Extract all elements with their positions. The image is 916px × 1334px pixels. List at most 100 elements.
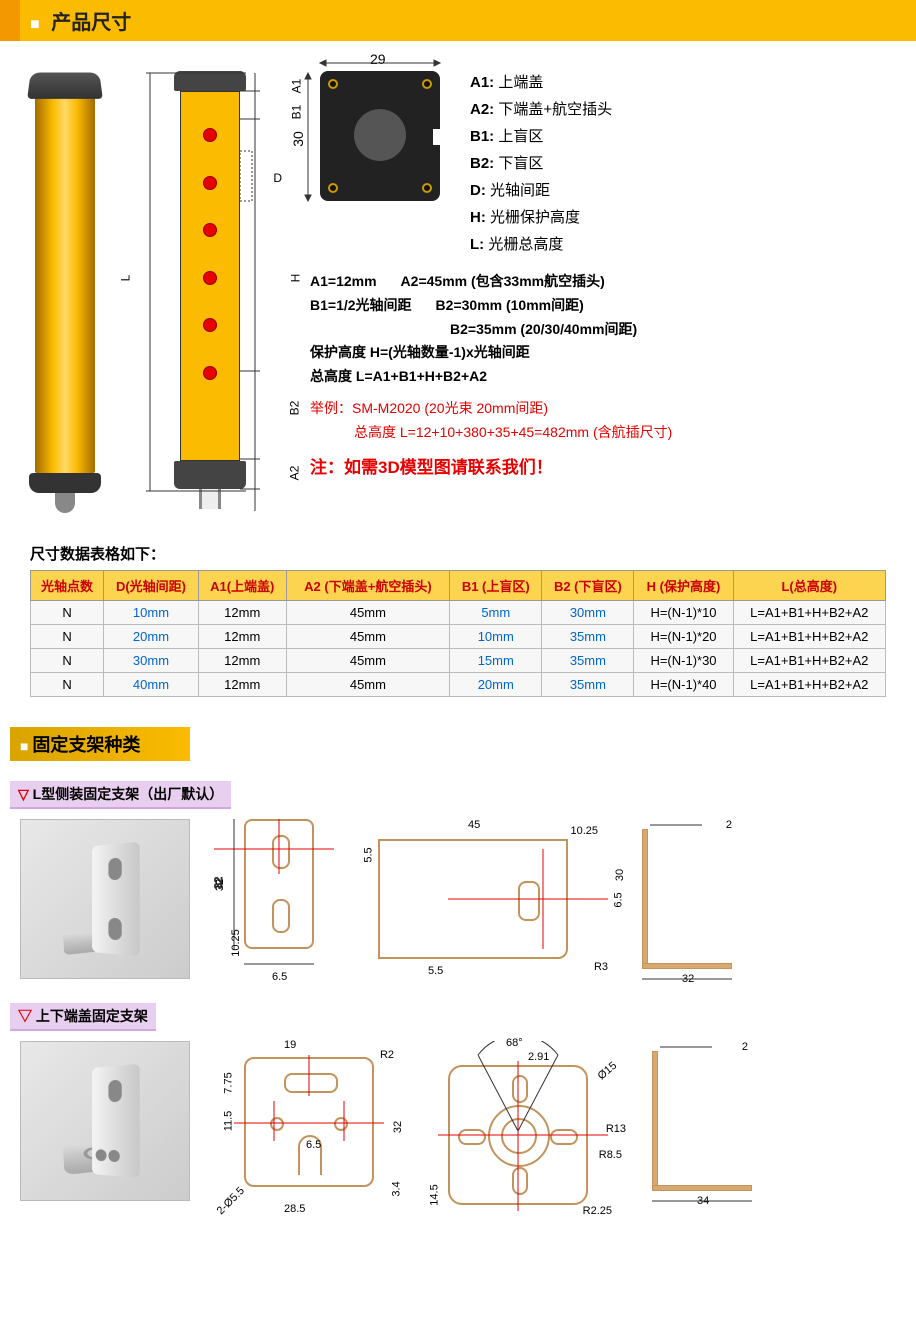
table-cell: 35mm (542, 649, 634, 673)
b1-top-sw: 6.5 (612, 892, 624, 907)
def-item: A2: 下端盖+航空插头 (470, 98, 750, 119)
table-header: D(光轴间距) (104, 571, 199, 601)
example-line1: 举例：SM-M2020 (20光束 20mm间距) (310, 397, 896, 421)
table-header: A1(上端盖) (198, 571, 286, 601)
table-cell: 30mm (104, 649, 199, 673)
table-cell: 40mm (104, 673, 199, 697)
dim-H: H (289, 274, 303, 283)
table-cell: 45mm (286, 673, 450, 697)
b2-front-r: R2 (380, 1049, 394, 1061)
b2-front-sp2: 11.5 (222, 1111, 234, 1132)
table-cell: 20mm (104, 625, 199, 649)
table-cell: N (31, 673, 104, 697)
b2-front-bw: 28.5 (284, 1203, 305, 1215)
b2-top-off: 2.91 (528, 1051, 549, 1063)
dim-A1: A1 (290, 79, 304, 94)
spec-text: A1=12mm A2=45mm (包含33mm航空插头) B1=1/2光轴间距 B2… (310, 270, 896, 389)
top-view-drawing: 29 30 (310, 71, 440, 221)
b1-front-sr: 5.5 (362, 847, 374, 862)
def-item: H: 光栅保护高度 (470, 206, 750, 227)
table-cell: L=A1+B1+H+B2+A2 (733, 673, 885, 697)
dimension-table: 光轴点数D(光轴间距)A1(上端盖)A2 (下端盖+航空插头)B1 (上盲区)B… (30, 570, 886, 697)
b1-top-h: 30 (614, 869, 626, 881)
table-header: B2 (下盲区) (542, 571, 634, 601)
table-cell: 35mm (542, 625, 634, 649)
b1-top-so: 10.25 (570, 825, 598, 837)
bracket2-top-drawing: 68° 2.91 Ø15 R13 R8.5 R2.25 14.5 (418, 1041, 618, 1221)
def-item: L: 光栅总高度 (470, 233, 750, 254)
b1-top-w: 45 (468, 819, 480, 831)
topview-height: 30 (290, 131, 306, 147)
topview-width: 29 (370, 51, 386, 67)
bracket1-front-drawing: 32 32 5.5 10.25 6.5 (214, 819, 354, 979)
bracket2-side-profile: 2 34 (642, 1041, 762, 1201)
spec-a2: A2=45mm (包含33mm航空插头) (401, 270, 605, 294)
table-row: N40mm12mm45mm20mm35mmH=(N-1)*40L=A1+B1+H… (31, 673, 886, 697)
table-cell: 20mm (450, 673, 542, 697)
table-cell: H=(N-1)*40 (634, 673, 733, 697)
spec-l: 总高度 L=A1+B1+H+B2+A2 (310, 368, 487, 384)
def-item: A1: 上端盖 (470, 71, 750, 92)
bracket1-photo (20, 819, 190, 979)
def-item: B2: 下盲区 (470, 152, 750, 173)
definitions-list: A1: 上端盖 A2: 下端盖+航空插头 B1: 上盲区 B2: 下盲区 D: … (470, 71, 750, 260)
table-cell: 12mm (198, 649, 286, 673)
b1-top-cr: R3 (594, 961, 608, 973)
top-section: L A1 B1 D H B2 A2 (0, 71, 916, 543)
dim-A2: A2 (288, 466, 302, 481)
table-cell: H=(N-1)*30 (634, 649, 733, 673)
b2-front-sw: 19 (284, 1039, 296, 1051)
table-row: N20mm12mm45mm10mm35mmH=(N-1)*20L=A1+B1+H… (31, 625, 886, 649)
table-row: N10mm12mm45mm5mm30mmH=(N-1)*10L=A1+B1+H+… (31, 601, 886, 625)
product-3d-render (20, 71, 110, 513)
table-header: L(总高度) (733, 571, 885, 601)
table-cell: N (31, 601, 104, 625)
bracket2-front-drawing: 19 R2 7.75 11.5 2-Ø5.5 6.5 32 3.4 28.5 (214, 1041, 394, 1211)
example-text: 举例：SM-M2020 (20光束 20mm间距) 总高度 L=12+10+38… (310, 397, 896, 445)
table-cell: H=(N-1)*20 (634, 625, 733, 649)
b2-front-sp1: 7.75 (223, 1072, 235, 1093)
table-cell: N (31, 625, 104, 649)
table-cell: 5mm (450, 601, 542, 625)
section-title-2: 固定支架种类 (32, 735, 140, 755)
product-schematic: L A1 B1 D H B2 A2 (140, 71, 280, 513)
table-cell: N (31, 649, 104, 673)
b2-front-bh: 3.4 (390, 1181, 402, 1196)
bracket1-label: L型侧装固定支架（出厂默认） (10, 781, 231, 809)
b2-front-h: 32 (392, 1121, 404, 1133)
dim-B2: B2 (288, 401, 302, 416)
table-cell: 30mm (542, 601, 634, 625)
section-header-2: 固定支架种类 (10, 727, 190, 761)
table-cell: 35mm (542, 673, 634, 697)
table-cell: H=(N-1)*10 (634, 601, 733, 625)
b1-front-sw: 6.5 (272, 971, 287, 983)
bracket2-row: 19 R2 7.75 11.5 2-Ø5.5 6.5 32 3.4 28.5 6… (0, 1041, 916, 1245)
spec-a1: A1=12mm (310, 270, 377, 294)
b1-top-sr: 5.5 (428, 965, 443, 977)
example-line2: 总高度 L=12+10+380+35+45=482mm (含航插尺寸) (310, 421, 896, 445)
b2-top-h: 14.5 (429, 1184, 441, 1205)
table-title: 尺寸数据表格如下： (0, 543, 916, 570)
table-cell: L=A1+B1+H+B2+A2 (733, 625, 885, 649)
section-title: 产品尺寸 (51, 12, 131, 34)
table-cell: 10mm (450, 625, 542, 649)
b2-top-ang: 68° (506, 1037, 523, 1049)
table-cell: 45mm (286, 601, 450, 625)
spec-column: 29 30 A1: 上端盖 A2: 下端盖+航空插头 B1: 上盲区 B2: 下… (310, 71, 896, 513)
table-row: N30mm12mm45mm15mm35mmH=(N-1)*30L=A1+B1+H… (31, 649, 886, 673)
table-header: H (保护高度) (634, 571, 733, 601)
table-cell: L=A1+B1+H+B2+A2 (733, 649, 885, 673)
b2-top-r2: R8.5 (599, 1149, 622, 1161)
table-cell: 10mm (104, 601, 199, 625)
dim-B1: B1 (290, 105, 304, 120)
b1-front-sh: 10.25 (230, 929, 242, 957)
table-cell: 12mm (198, 601, 286, 625)
table-cell: L=A1+B1+H+B2+A2 (733, 601, 885, 625)
spec-b1: B1=1/2光轴间距 (310, 294, 412, 318)
b1-front-h: 32 (214, 879, 226, 891)
spec-h: 保护高度 H=(光轴数量-1)x光轴间距 (310, 344, 530, 360)
bracket1-row: 32 32 5.5 10.25 6.5 45 10.25 6.5 30 5.5 … (0, 819, 916, 1003)
note-text: 注：如需3D模型图请联系我们！ (310, 453, 896, 478)
table-header: B1 (上盲区) (450, 571, 542, 601)
spec-b2a: B2=30mm (10mm间距) (436, 294, 584, 318)
